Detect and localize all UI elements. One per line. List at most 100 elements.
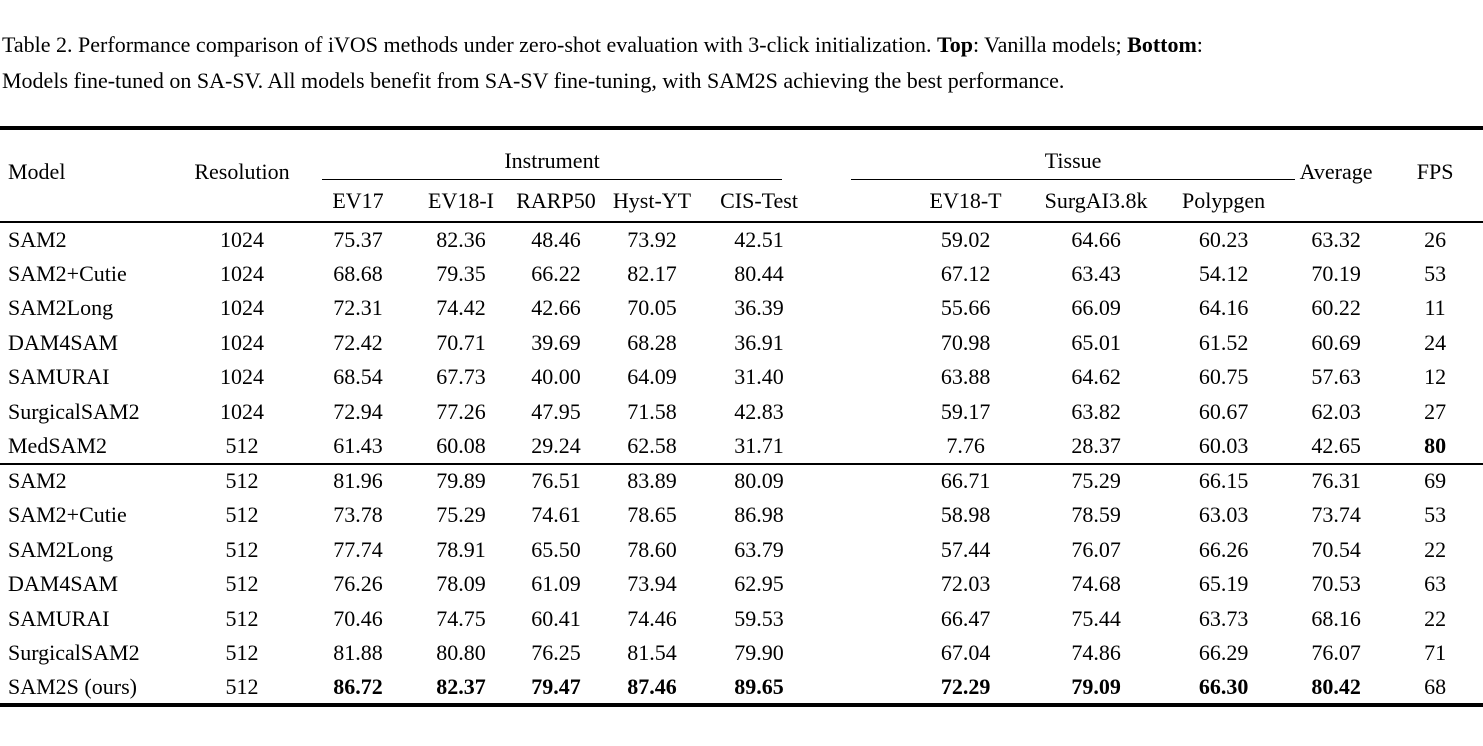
fps-cell: 26 [1424, 226, 1447, 252]
average-cell: 80.42 [1311, 673, 1361, 699]
model-name-cell: SAM2Long [8, 536, 114, 562]
metric-cell: 72.94 [333, 398, 383, 424]
caption-text: : Vanilla models; [972, 32, 1128, 57]
average-cell: 60.22 [1311, 295, 1361, 321]
fps-cell: 12 [1424, 364, 1447, 390]
col-header-model: Model [8, 158, 66, 184]
model-name-cell: SAM2+Cutie [8, 502, 127, 528]
resolution-cell: 1024 [220, 226, 264, 252]
model-name-cell: SAM2+Cutie [8, 260, 127, 286]
table-row: SAM2S (ours) 512 86.72 82.37 79.47 87.46 89.65… [0, 671, 1483, 706]
metric-cell: 76.26 [333, 571, 383, 597]
metric-cell: 63.73 [1198, 605, 1249, 631]
metric-cell: 77.74 [333, 536, 383, 562]
model-name-cell: SurgicalSAM2 [8, 398, 140, 424]
col-header-polypgen: Polypgen [1182, 187, 1266, 213]
metric-cell: 59.02 [940, 226, 991, 252]
table-row: SAM2+Cutie 1024 68.68 79.35 66.22 82.17 80.44 6… [0, 257, 1483, 292]
fps-cell: 68 [1424, 673, 1447, 699]
metric-cell: 64.62 [1071, 364, 1121, 390]
metric-cell: 78.09 [436, 571, 486, 597]
table-row: SAM2Long 1024 72.31 74.42 42.66 70.05 36.39 55.… [0, 291, 1483, 326]
fps-cell: 24 [1424, 329, 1447, 355]
model-name-cell: SurgicalSAM2 [8, 640, 140, 666]
metric-cell: 76.51 [531, 468, 581, 494]
metric-cell: 67.73 [436, 364, 486, 390]
metric-cell: 60.23 [1198, 226, 1249, 252]
metric-cell: 40.00 [531, 364, 581, 390]
caption-bottom-label: Bottom [1127, 32, 1197, 57]
fps-cell: 80 [1424, 432, 1447, 458]
average-cell: 62.03 [1311, 398, 1361, 424]
metric-cell: 62.95 [734, 571, 784, 597]
metric-cell: 60.41 [531, 605, 581, 631]
resolution-cell: 1024 [220, 295, 264, 321]
resolution-cell: 512 [225, 571, 259, 597]
metric-cell: 31.40 [734, 364, 784, 390]
metric-cell: 77.26 [436, 398, 486, 424]
metric-cell: 54.12 [1198, 260, 1249, 286]
metric-cell: 60.03 [1198, 432, 1249, 458]
col-header-resolution: Resolution [194, 158, 290, 184]
metric-cell: 72.31 [333, 295, 383, 321]
metric-cell: 48.46 [531, 226, 581, 252]
resolution-cell: 512 [225, 502, 259, 528]
metric-cell: 73.94 [627, 571, 677, 597]
metric-cell: 82.36 [436, 226, 486, 252]
table-row: SAM2 1024 75.37 82.36 48.46 73.92 42.51 59.02 64… [0, 222, 1483, 257]
metric-cell: 86.98 [734, 502, 784, 528]
metric-cell: 7.76 [946, 432, 985, 458]
average-cell: 73.74 [1311, 502, 1361, 528]
average-cell: 76.31 [1311, 468, 1361, 494]
fps-cell: 11 [1424, 295, 1446, 321]
average-cell: 57.63 [1311, 364, 1361, 390]
table-row: DAM4SAM 512 76.26 78.09 61.09 73.94 62.95 72.03… [0, 567, 1483, 602]
average-cell: 60.69 [1311, 329, 1361, 355]
caption-text: Table 2. Performance comparison of iVOS … [2, 32, 938, 57]
table-row: SurgicalSAM2 512 81.88 80.80 76.25 81.54 79.90… [0, 636, 1483, 671]
metric-cell: 61.09 [531, 571, 581, 597]
metric-cell: 82.17 [627, 260, 677, 286]
caption-line-1: Table 2. Performance comparison of iVOS … [2, 27, 1483, 63]
metric-cell: 28.37 [1071, 432, 1121, 458]
resolution-cell: 512 [225, 432, 259, 458]
metric-cell: 75.29 [1071, 468, 1121, 494]
table-caption: Table 2. Performance comparison of iVOS … [2, 27, 1483, 98]
metric-cell: 58.98 [940, 502, 991, 528]
model-name-cell: DAM4SAM [8, 571, 119, 597]
model-name-cell: SAMURAI [8, 364, 110, 390]
metric-cell: 68.54 [333, 364, 383, 390]
metric-cell: 68.68 [333, 260, 383, 286]
metric-cell: 79.90 [734, 640, 784, 666]
resolution-cell: 1024 [220, 329, 264, 355]
col-header-ev18-t: EV18-T [929, 187, 1002, 213]
average-cell: 76.07 [1311, 640, 1361, 666]
metric-cell: 66.15 [1198, 468, 1249, 494]
metric-cell: 59.17 [940, 398, 991, 424]
metric-cell: 29.24 [531, 432, 581, 458]
metric-cell: 72.03 [940, 571, 991, 597]
metric-cell: 79.09 [1071, 673, 1121, 699]
resolution-cell: 512 [225, 468, 259, 494]
resolution-cell: 512 [225, 640, 259, 666]
col-header-ev18-i: EV18-I [428, 187, 494, 213]
metric-cell: 59.53 [734, 605, 784, 631]
table-row: SAMURAI 512 70.46 74.75 60.41 74.46 59.53 66.47… [0, 602, 1483, 637]
metric-cell: 87.46 [627, 673, 677, 699]
metric-cell: 81.54 [627, 640, 677, 666]
metric-cell: 60.67 [1198, 398, 1249, 424]
average-cell: 70.54 [1311, 536, 1361, 562]
col-header-ev17: EV17 [332, 187, 384, 213]
col-header-fps: FPS [1416, 158, 1454, 184]
col-header-hyst-yt: Hyst-YT [612, 187, 692, 213]
metric-cell: 62.58 [627, 432, 677, 458]
metric-cell: 63.43 [1071, 260, 1121, 286]
metric-cell: 36.91 [734, 329, 784, 355]
fps-cell: 22 [1424, 605, 1447, 631]
metric-cell: 68.28 [627, 329, 677, 355]
table-row: SAM2 512 81.96 79.89 76.51 83.89 80.09 66.71 75.… [0, 463, 1483, 499]
metric-cell: 81.88 [333, 640, 383, 666]
metric-cell: 60.75 [1198, 364, 1249, 390]
metric-cell: 47.95 [531, 398, 581, 424]
